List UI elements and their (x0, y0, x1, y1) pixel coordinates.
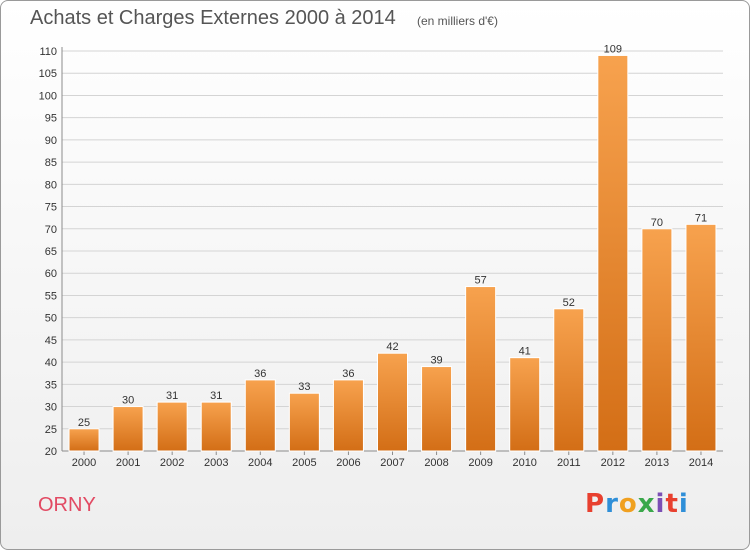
bar-value-label: 33 (298, 381, 310, 393)
bar-2014 (685, 223, 717, 452)
chart-title: Achats et Charges Externes 2000 à 2014 (30, 7, 396, 29)
y-tick-label: 105 (39, 68, 57, 80)
logo-letter: o (618, 489, 638, 519)
y-tick-label: 30 (45, 402, 57, 414)
x-tick-label: 2004 (248, 457, 272, 469)
y-tick-label: 50 (45, 313, 57, 325)
y-tick-label: 95 (45, 113, 57, 125)
bar-value-label: 31 (210, 390, 222, 402)
y-tick-label: 110 (39, 46, 57, 58)
y-tick-label: 65 (45, 246, 57, 258)
bar-value-label: 36 (254, 368, 266, 380)
x-tick-label: 2009 (468, 457, 492, 469)
y-tick-label: 55 (45, 290, 57, 302)
y-tick-label: 90 (45, 135, 57, 147)
y-tick-label: 25 (45, 424, 57, 436)
y-tick-label: 45 (45, 335, 57, 347)
bar-value-label: 31 (166, 390, 178, 402)
logo-letter: P (585, 489, 606, 519)
bar-2009 (465, 286, 497, 452)
bar-2010 (509, 357, 541, 452)
logo-letter: t (665, 489, 679, 519)
bar-value-label: 57 (475, 275, 487, 287)
x-tick-label: 2011 (557, 457, 581, 469)
x-tick-label: 2007 (380, 457, 404, 469)
bar-2004 (244, 379, 276, 452)
y-tick-label: 75 (45, 202, 57, 214)
y-tick-label: 100 (39, 90, 57, 102)
x-tick-label: 2006 (336, 457, 360, 469)
bar-2008 (421, 366, 453, 452)
bar-2013 (641, 228, 673, 452)
x-tick-label: 2013 (645, 457, 669, 469)
logo-letter: x (637, 489, 656, 519)
bar-2000 (68, 428, 100, 452)
y-tick-label: 85 (45, 157, 57, 169)
logo-letter: i (655, 489, 666, 519)
bar-value-label: 70 (651, 217, 663, 229)
bar-2001 (112, 406, 144, 452)
y-tick-label: 35 (45, 379, 57, 391)
labels: 20 25 30 35 40 45 50 55 60 65 70 75 80 85 90 95 100 105 11… (39, 43, 714, 469)
x-tick-label: 2001 (116, 457, 140, 469)
x-tick-label: 2000 (72, 457, 96, 469)
x-tick-label: 2008 (424, 457, 448, 469)
y-tick-label: 80 (45, 179, 57, 191)
bar-2007 (377, 352, 408, 452)
bar-2003 (200, 401, 232, 452)
bar-2011 (553, 308, 585, 452)
bar-value-label: 30 (122, 395, 134, 407)
y-tick-label: 70 (45, 224, 57, 236)
y-tick-label: 60 (45, 268, 57, 280)
x-tick-label: 2012 (601, 457, 625, 469)
bar-value-label: 109 (604, 43, 622, 55)
x-tick-label: 2005 (292, 457, 316, 469)
y-tick-label: 40 (45, 357, 57, 369)
bar-2005 (288, 392, 320, 452)
commune-name: ORNY (38, 494, 96, 516)
bar-value-label: 36 (342, 368, 354, 380)
x-tick-label: 2003 (204, 457, 228, 469)
bars (68, 54, 717, 452)
y-tick-label: 20 (45, 446, 57, 458)
bar-2002 (156, 401, 188, 452)
proxiti-logo: Proxiti (585, 489, 689, 519)
bar-value-label: 52 (563, 297, 575, 309)
logo-letter: r (605, 489, 619, 519)
x-tick-label: 2010 (512, 457, 536, 469)
x-tick-label: 2002 (160, 457, 184, 469)
chart-unit: (en milliers d'€) (417, 14, 498, 28)
logo-letter: i (678, 489, 689, 519)
bar-value-label: 71 (695, 212, 707, 224)
bar-value-label: 42 (386, 341, 398, 353)
bar-value-label: 41 (519, 346, 531, 358)
bar-2006 (332, 379, 364, 452)
bar-2012 (597, 54, 629, 452)
x-tick-label: 2014 (689, 457, 713, 469)
bar-value-label: 39 (430, 355, 442, 367)
bar-value-label: 25 (78, 417, 90, 429)
